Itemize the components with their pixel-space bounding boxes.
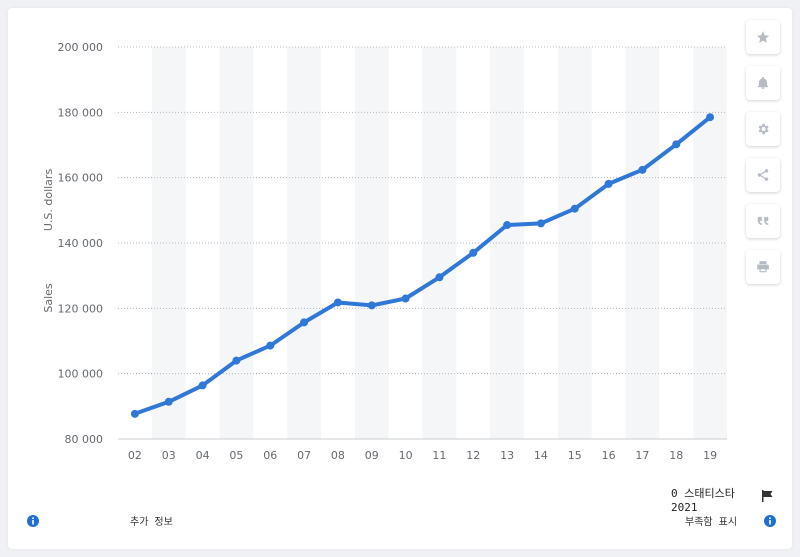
series-points: [130, 113, 715, 418]
data-point[interactable]: [435, 273, 444, 282]
x-tick-label: 03: [162, 449, 176, 462]
notification-button[interactable]: [746, 66, 780, 100]
star-icon: [756, 31, 770, 43]
info-icon[interactable]: [764, 515, 776, 527]
chart-card: [8, 8, 792, 549]
x-tick-label: 06: [263, 449, 277, 462]
x-tick-label: 04: [196, 449, 210, 462]
x-tick-label: 14: [534, 449, 548, 462]
x-tick-label: 10: [399, 449, 413, 462]
x-tick-label: 16: [602, 449, 616, 462]
print-button[interactable]: [746, 250, 780, 284]
source-credit[interactable]: 0 스태티스타 2021: [671, 487, 735, 515]
favorite-button[interactable]: [746, 20, 780, 54]
data-point[interactable]: [367, 301, 376, 310]
y-tick-label: 160 000: [58, 172, 104, 185]
background-band: [490, 47, 524, 439]
background-band: [354, 47, 389, 439]
y-tick-label: 200 000: [58, 41, 104, 54]
x-tick-label: 11: [432, 449, 446, 462]
x-tick-label: 09: [365, 449, 379, 462]
share-icon: [757, 169, 769, 181]
y-axis-label-units: U.S. dollars: [42, 169, 55, 232]
data-point[interactable]: [300, 318, 309, 327]
background-band: [219, 47, 254, 439]
data-point[interactable]: [536, 219, 545, 228]
additional-info-link[interactable]: 추가 정보: [130, 517, 173, 528]
data-point[interactable]: [503, 221, 512, 230]
y-tick-label: 120 000: [58, 302, 104, 315]
series-line: [132, 115, 713, 416]
data-point[interactable]: [130, 409, 139, 418]
y-tick-label: 180 000: [58, 106, 104, 119]
y-axis-ticks: 80 000 100 000 120 000 140 000 160 000 180 00…: [58, 41, 104, 446]
settings-button[interactable]: [746, 112, 780, 146]
source-credit-year: 2021: [671, 501, 698, 514]
x-tick-label: 12: [466, 449, 480, 462]
cite-button[interactable]: [746, 204, 780, 238]
x-tick-label: 17: [635, 449, 649, 462]
x-tick-label: 19: [703, 449, 717, 462]
x-tick-label: 18: [669, 449, 683, 462]
data-point[interactable]: [469, 248, 478, 257]
y-tick-label: 140 000: [58, 237, 104, 250]
toolbar: [746, 20, 780, 296]
x-tick-label: 13: [500, 449, 514, 462]
data-point[interactable]: [604, 179, 613, 188]
flag-icon[interactable]: [761, 490, 774, 502]
data-point[interactable]: [638, 165, 647, 174]
x-axis-ticks: 02 03 04 05 06 07 08 09 10 11 12 13 14 15 16 17 18 19: [128, 449, 717, 462]
data-point[interactable]: [570, 204, 579, 213]
background-band: [151, 47, 186, 439]
x-tick-label: 08: [331, 449, 345, 462]
data-point[interactable]: [164, 397, 173, 406]
data-point[interactable]: [266, 341, 275, 350]
data-point[interactable]: [672, 140, 681, 149]
x-tick-label: 05: [229, 449, 243, 462]
y-tick-label: 80 000: [65, 433, 104, 446]
background-band: [625, 47, 660, 439]
x-tick-label: 15: [568, 449, 582, 462]
info-icon[interactable]: [27, 515, 39, 527]
y-axis-label-sales: Sales: [42, 283, 55, 313]
bell-icon: [757, 76, 769, 89]
data-point[interactable]: [706, 113, 715, 122]
data-point[interactable]: [198, 381, 207, 390]
print-icon: [757, 261, 769, 273]
data-point[interactable]: [232, 356, 241, 365]
quote-icon: [757, 216, 769, 226]
source-credit-line1: 0 스태티스타: [671, 487, 735, 500]
y-tick-label: 100 000: [58, 368, 104, 381]
show-source-link[interactable]: 부족함 표시: [685, 517, 738, 528]
x-tick-label: 02: [128, 449, 142, 462]
data-point[interactable]: [333, 298, 342, 307]
gear-icon: [758, 123, 769, 135]
x-tick-label: 07: [297, 449, 311, 462]
share-button[interactable]: [746, 158, 780, 192]
data-point[interactable]: [401, 294, 410, 303]
